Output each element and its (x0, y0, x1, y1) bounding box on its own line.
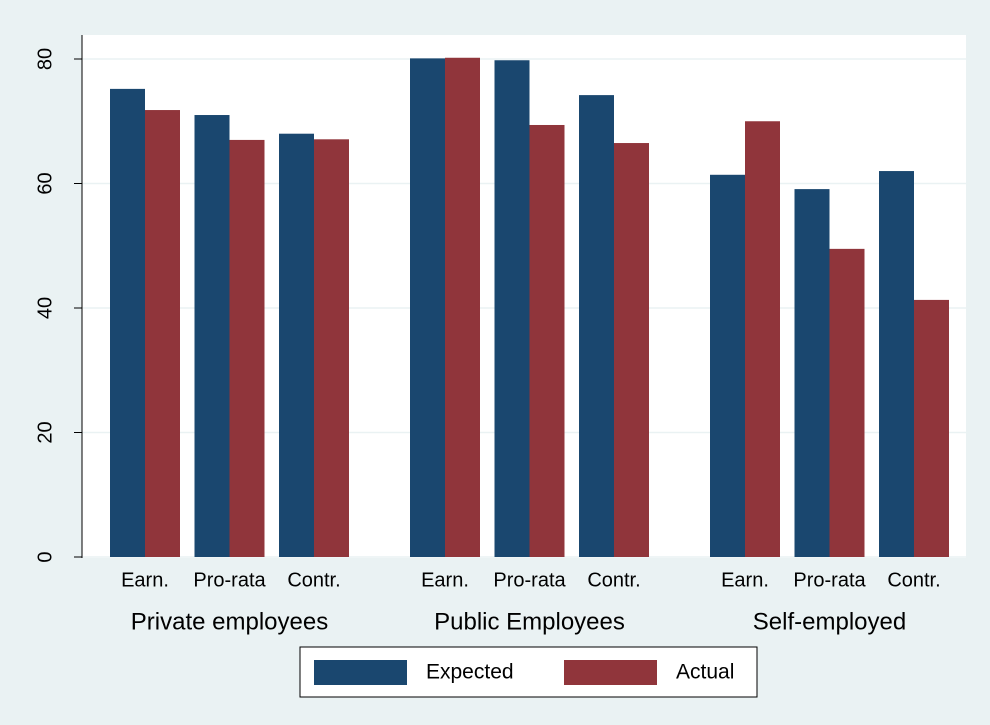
bar (494, 60, 530, 558)
bar (229, 139, 265, 558)
bar (110, 88, 145, 557)
bar (279, 133, 314, 557)
legend-label: Actual (676, 661, 734, 684)
bar (794, 189, 830, 558)
bar (614, 143, 649, 557)
bar (914, 299, 949, 557)
legend-swatch (564, 660, 657, 685)
bar (829, 248, 865, 558)
y-tick-label: 80 (34, 48, 56, 70)
bar (879, 171, 914, 558)
x-tick-label: Pro-rata (793, 569, 866, 591)
x-tick-label: Contr. (587, 569, 640, 591)
bar (410, 58, 445, 557)
x-tick-label: Earn. (121, 569, 169, 591)
legend-label: Expected (426, 661, 514, 684)
x-tick-label: Contr. (887, 569, 940, 591)
bar (745, 121, 780, 557)
bar (194, 115, 230, 558)
bar (314, 139, 349, 558)
x-tick-label: Pro-rata (493, 569, 566, 591)
group-label: Private employees (131, 608, 328, 635)
bar (445, 57, 480, 557)
y-tick-label: 20 (34, 421, 56, 443)
y-tick-label: 0 (34, 551, 56, 562)
x-tick-label: Earn. (421, 569, 469, 591)
x-tick-label: Earn. (721, 569, 769, 591)
bar (710, 174, 745, 557)
y-tick-label: 40 (34, 297, 56, 319)
bar (529, 124, 565, 558)
x-tick-label: Contr. (287, 569, 340, 591)
x-tick-label: Pro-rata (193, 569, 266, 591)
bar (145, 110, 180, 558)
bar (579, 95, 614, 557)
y-tick-label: 60 (34, 172, 56, 194)
group-label: Self-employed (753, 608, 906, 635)
group-label: Public Employees (434, 608, 625, 635)
legend-swatch (314, 660, 407, 685)
